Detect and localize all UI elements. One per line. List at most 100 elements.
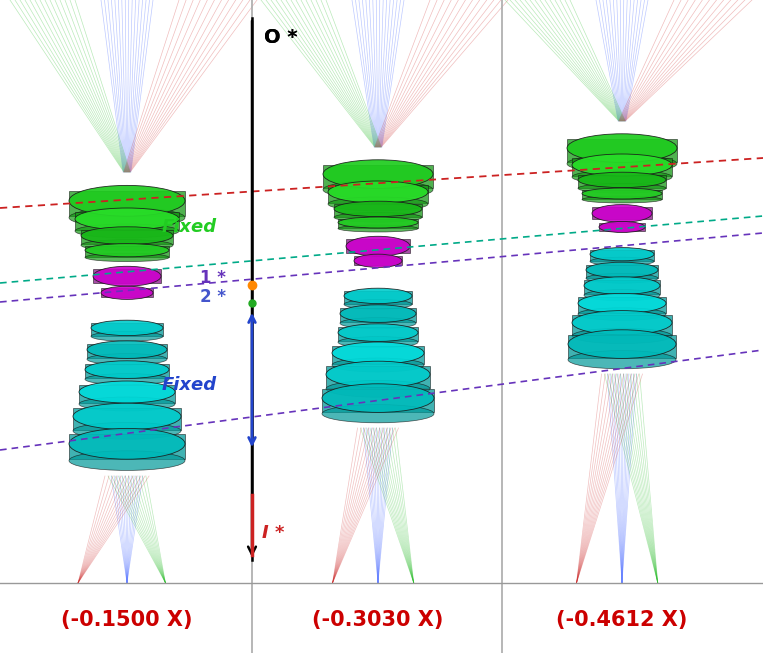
Bar: [568, 335, 676, 358]
Ellipse shape: [584, 277, 660, 295]
Ellipse shape: [85, 253, 169, 262]
Ellipse shape: [354, 254, 402, 267]
Ellipse shape: [586, 274, 658, 283]
Ellipse shape: [69, 185, 185, 216]
Ellipse shape: [590, 247, 654, 261]
Ellipse shape: [338, 217, 418, 228]
Ellipse shape: [69, 428, 185, 459]
Text: O *: O *: [264, 28, 298, 47]
Ellipse shape: [87, 354, 167, 365]
Bar: [586, 265, 658, 278]
Ellipse shape: [323, 181, 433, 199]
Bar: [572, 158, 672, 176]
Ellipse shape: [572, 328, 672, 343]
Bar: [79, 385, 175, 403]
Text: 1 *: 1 *: [200, 269, 226, 287]
Ellipse shape: [101, 286, 153, 299]
Bar: [69, 191, 185, 216]
Ellipse shape: [346, 236, 410, 256]
Ellipse shape: [91, 332, 163, 342]
Ellipse shape: [582, 188, 662, 199]
Ellipse shape: [578, 172, 666, 187]
Bar: [326, 366, 430, 388]
Ellipse shape: [326, 361, 430, 388]
Ellipse shape: [599, 221, 645, 232]
Ellipse shape: [567, 134, 677, 163]
Text: Fixed: Fixed: [162, 218, 217, 236]
Ellipse shape: [338, 324, 418, 342]
Ellipse shape: [338, 225, 418, 232]
Ellipse shape: [81, 240, 173, 251]
Ellipse shape: [79, 381, 175, 403]
Ellipse shape: [73, 403, 181, 430]
Ellipse shape: [93, 266, 161, 286]
Ellipse shape: [85, 361, 169, 378]
Text: (-0.1500 X): (-0.1500 X): [61, 610, 193, 630]
Ellipse shape: [323, 160, 433, 189]
Bar: [578, 297, 666, 313]
Ellipse shape: [584, 289, 660, 301]
Ellipse shape: [340, 305, 416, 323]
Bar: [584, 280, 660, 295]
Bar: [572, 315, 672, 335]
Bar: [590, 250, 654, 261]
Text: I *: I *: [262, 524, 285, 542]
Bar: [101, 288, 153, 297]
Ellipse shape: [332, 358, 424, 372]
Bar: [582, 190, 662, 199]
Ellipse shape: [91, 320, 163, 336]
Ellipse shape: [567, 155, 677, 173]
Bar: [85, 364, 169, 378]
Ellipse shape: [586, 263, 658, 278]
Ellipse shape: [578, 183, 666, 193]
Ellipse shape: [85, 244, 169, 257]
Ellipse shape: [344, 288, 412, 304]
Bar: [328, 185, 428, 203]
Bar: [578, 175, 666, 187]
Ellipse shape: [582, 196, 662, 203]
Ellipse shape: [572, 311, 672, 335]
Ellipse shape: [81, 227, 173, 244]
Bar: [81, 230, 173, 244]
Ellipse shape: [73, 422, 181, 439]
Ellipse shape: [75, 208, 179, 230]
Ellipse shape: [578, 293, 666, 313]
Ellipse shape: [344, 299, 412, 310]
Bar: [87, 344, 167, 358]
Ellipse shape: [328, 181, 428, 203]
Text: (-0.3030 X): (-0.3030 X): [312, 610, 444, 630]
Bar: [346, 239, 410, 253]
Bar: [592, 207, 652, 219]
Ellipse shape: [75, 224, 179, 238]
Ellipse shape: [334, 212, 422, 222]
Bar: [323, 165, 433, 189]
Bar: [338, 219, 418, 228]
Ellipse shape: [326, 381, 430, 397]
Bar: [340, 308, 416, 323]
Ellipse shape: [85, 374, 169, 385]
Bar: [73, 408, 181, 430]
Bar: [69, 434, 185, 459]
Ellipse shape: [572, 170, 672, 184]
Text: (-0.4612 X): (-0.4612 X): [556, 610, 687, 630]
Ellipse shape: [568, 330, 676, 358]
Text: 2 *: 2 *: [200, 288, 226, 306]
Ellipse shape: [322, 384, 434, 413]
Text: Fixed: Fixed: [162, 376, 217, 394]
Ellipse shape: [69, 451, 185, 470]
Ellipse shape: [332, 342, 424, 364]
Bar: [344, 291, 412, 304]
Bar: [334, 204, 422, 217]
Bar: [567, 139, 677, 163]
Ellipse shape: [87, 341, 167, 358]
Ellipse shape: [568, 351, 676, 369]
Ellipse shape: [79, 397, 175, 411]
Text: O *: O *: [264, 28, 298, 47]
Ellipse shape: [572, 154, 672, 176]
Ellipse shape: [69, 208, 185, 227]
Bar: [354, 256, 402, 265]
Bar: [332, 346, 424, 364]
Bar: [93, 269, 161, 283]
Ellipse shape: [322, 405, 434, 422]
Bar: [338, 327, 418, 342]
